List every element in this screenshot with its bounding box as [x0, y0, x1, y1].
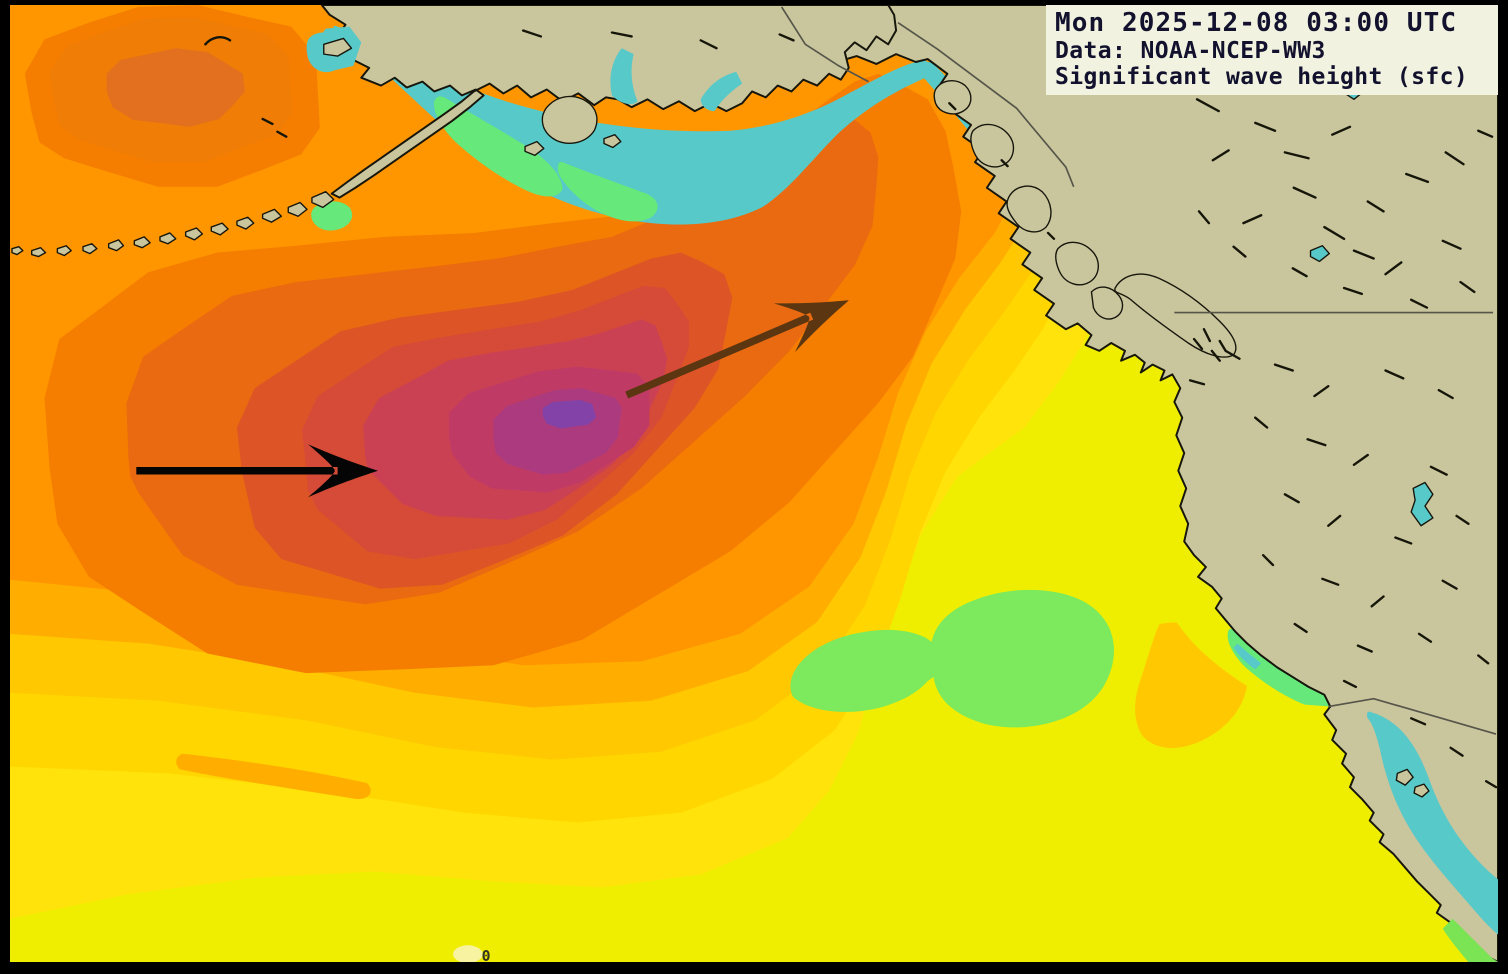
green-calm-patch [790, 589, 1114, 728]
kodiak-islets [524, 134, 622, 157]
aleutian-islands [11, 190, 335, 258]
aleutian-storm-core [106, 48, 245, 127]
wave-height-map: 0 Mon 2025-12-08 03:00 UTC Data: NOAA-NC… [10, 5, 1498, 962]
data-source-text: Data: NOAA-NCEP-WW3 [1055, 38, 1326, 64]
bc-island-1 [1055, 241, 1099, 286]
swell-arrow-west [136, 444, 379, 498]
bc-island-2 [1090, 286, 1124, 320]
bright-patch-bottom-2 [309, 936, 383, 962]
storm-core [542, 399, 597, 429]
kodiak-island [541, 95, 598, 144]
socal-bight-cyan [1233, 643, 1262, 670]
panhandle-island-1 [933, 80, 972, 115]
haida-gwaii-island [1006, 185, 1052, 233]
coastal-green-fringe-1 [433, 96, 563, 197]
pribilof-island [323, 37, 353, 57]
alaska-bc-border [897, 21, 1075, 188]
coastal-green-fringe-3 [311, 201, 353, 231]
lakes-and-rivers [204, 29, 1498, 789]
swell-arrow-northeast [625, 300, 849, 399]
gulf-of-california [1366, 711, 1498, 935]
pale-contour-spot [453, 945, 483, 962]
us-mexico-border [1328, 697, 1497, 735]
prince-william-sound [700, 71, 743, 112]
coastal-bright-strip-west-coast [1120, 385, 1315, 705]
bright-patch-bottom-1 [175, 921, 294, 960]
cook-inlet [610, 48, 638, 105]
amber-patch-southwest [176, 753, 371, 800]
map-canvas: 0 [10, 5, 1498, 962]
gulf-entrance-streak [1442, 918, 1498, 962]
alaska-yukon-border [780, 6, 869, 83]
swell-arrow-northeast-shape [625, 300, 849, 399]
gulf-islands [1395, 768, 1430, 798]
info-box: Mon 2025-12-08 03:00 UTC Data: NOAA-NCEP… [1046, 5, 1498, 95]
great-salt-lake [1410, 481, 1434, 527]
north-america-mainland [798, 5, 1498, 962]
contour-label: 0 [482, 948, 491, 962]
alaska-mainland [320, 5, 898, 199]
field-label-text: Significant wave height (sfc) [1055, 64, 1469, 90]
gulf-of-alaska-coastal-band [333, 25, 930, 225]
coastal-green-fringe-2 [557, 161, 658, 222]
timestamp-text: Mon 2025-12-08 03:00 UTC [1055, 8, 1458, 38]
swell-arrow-west-shape [136, 444, 379, 498]
